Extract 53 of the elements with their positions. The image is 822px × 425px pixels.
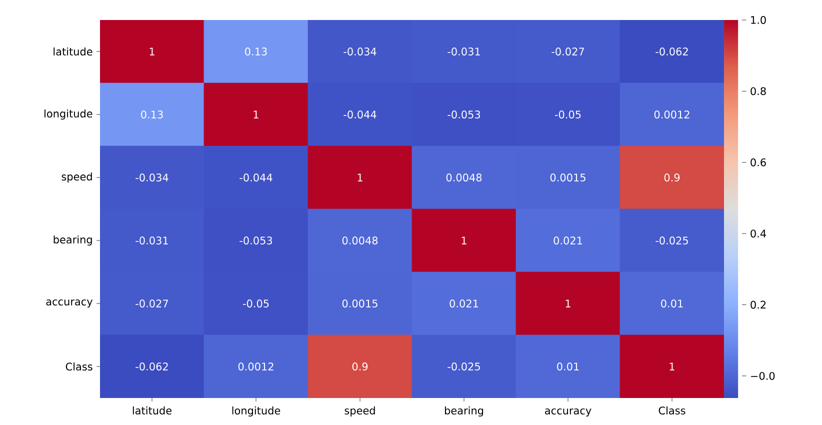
data-label: -0.025 <box>448 362 480 370</box>
data-label: 0.0015 <box>550 174 586 182</box>
data-label: 0.021 <box>554 236 582 244</box>
data-label: 0.0048 <box>342 236 378 244</box>
data-label: 0.13 <box>245 48 267 56</box>
x-tick-label: bearing <box>444 406 484 417</box>
color-bar-label: 0.2 <box>750 300 766 309</box>
x-tick-label: latitude <box>132 406 172 414</box>
data-label: -0.053 <box>448 110 480 118</box>
data-label: -0.044 <box>240 174 272 182</box>
data-label: -0.05 <box>242 300 269 308</box>
data-label: 0.13 <box>141 110 163 118</box>
data-label: -0.027 <box>136 300 168 308</box>
color-bar-label: 1.0 <box>751 16 766 24</box>
data-label: 0.01 <box>661 300 683 308</box>
x-tick-label: Class <box>658 406 686 414</box>
data-label: 0.0012 <box>238 362 274 370</box>
y-tick-label: Class <box>66 362 92 371</box>
x-tick-label: speed <box>344 406 375 417</box>
y-tick-label: longitude <box>44 109 92 120</box>
data-label: -0.044 <box>344 110 376 118</box>
data-label: 0.021 <box>450 300 478 308</box>
data-label: 1 <box>358 174 362 182</box>
data-label: 0.9 <box>352 362 368 370</box>
data-label: -0.031 <box>136 236 168 244</box>
data-label: 1 <box>670 362 674 370</box>
data-label: 0.9 <box>664 174 680 182</box>
data-label: -0.062 <box>136 362 168 370</box>
data-label: -0.034 <box>136 174 168 182</box>
data-label: 0.0015 <box>342 300 378 308</box>
data-label: 1 <box>566 300 570 308</box>
y-tick-label: latitude <box>54 47 92 56</box>
data-label: -0.027 <box>552 48 584 56</box>
y-tick-label: bearing <box>54 235 92 246</box>
x-tick-label: longitude <box>232 406 280 417</box>
y-tick-label: speed <box>62 172 92 183</box>
data-label: -0.053 <box>240 236 272 244</box>
x-tick-label: accuracy <box>545 408 592 417</box>
y-tick-label: accuracy <box>46 299 93 308</box>
color-bar-label: −0.0 <box>751 372 775 380</box>
data-label: -0.062 <box>656 48 688 56</box>
color-bar-label: 0.8 <box>750 87 766 96</box>
color-bar-label: 0.6 <box>750 158 766 166</box>
data-label: 1 <box>254 110 258 118</box>
data-label: 1 <box>462 236 466 244</box>
data-label: 1 <box>150 48 154 56</box>
data-label: 0.0048 <box>446 174 482 182</box>
data-label: -0.025 <box>656 236 688 244</box>
data-label: -0.031 <box>448 48 480 56</box>
data-label: -0.05 <box>554 110 581 118</box>
data-label: 0.0012 <box>654 110 690 118</box>
data-label: -0.034 <box>344 48 376 56</box>
color-bar-label: 0.4 <box>750 230 766 238</box>
